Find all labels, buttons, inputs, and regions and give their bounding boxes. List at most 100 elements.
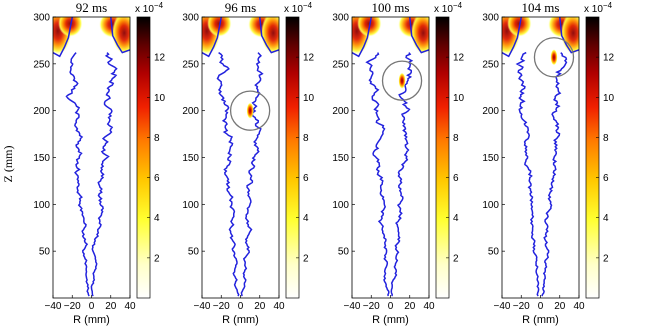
colorbar-tick-label: 4 (154, 213, 160, 224)
plot-area (53, 17, 130, 298)
colorbar-tick-label: 4 (603, 213, 609, 224)
panel-2: 96 ms −40 −20 0 20 40 R (mm) 50 100 150 200 250 300 2… (182, 0, 314, 326)
intensity-region (112, 17, 130, 54)
x-tick-label: 40 (423, 301, 435, 312)
y-tick-label: 100 (332, 200, 349, 211)
x-tick-label: −40 (494, 301, 511, 312)
flame-front-left (216, 51, 240, 297)
x-tick-label: −40 (194, 301, 211, 312)
intensity-region (261, 17, 279, 54)
y-tick-label: 50 (188, 247, 200, 258)
plot-area (502, 17, 579, 298)
y-tick-label: 300 (182, 13, 199, 24)
colorbar-tick-label: 10 (603, 93, 615, 104)
y-tick-label: 200 (332, 106, 349, 117)
y-tick-label: 200 (182, 106, 199, 117)
x-axis-label: R (mm) (222, 314, 259, 326)
x-tick-label: −20 (513, 301, 530, 312)
flame-front-right (541, 52, 568, 297)
colorbar-tick-label: 2 (154, 253, 160, 264)
x-tick-label: 20 (254, 301, 266, 312)
x-tick-label: −40 (45, 301, 62, 312)
colorbar-tick-label: 12 (453, 53, 465, 64)
panel-title: 100 ms (372, 0, 410, 15)
y-tick-label: 300 (33, 13, 50, 24)
colorbar (136, 16, 151, 299)
hot-region-edge (53, 17, 74, 58)
flame-front-left (365, 52, 390, 297)
y-tick-label: 150 (33, 153, 50, 164)
x-tick-label: 40 (273, 301, 285, 312)
x-tick-label: −40 (344, 301, 361, 312)
colorbar-exponent: x 10−4 (434, 1, 463, 15)
hot-region-edge (259, 17, 279, 54)
y-tick-label: 200 (33, 106, 50, 117)
colorbar-tick-label: 8 (303, 133, 309, 144)
colorbar-tick-label: 4 (453, 213, 459, 224)
panel-title: 96 ms (225, 0, 256, 15)
colorbar-tick-label: 8 (154, 133, 160, 144)
x-axis-label: R (mm) (73, 314, 110, 326)
hot-region-edge (502, 17, 523, 58)
colorbar-tick-label: 2 (453, 253, 459, 264)
colorbar (285, 16, 300, 299)
hot-region-edge (409, 17, 429, 54)
intensity-region (561, 17, 579, 54)
colorbar-tick-label: 8 (603, 133, 609, 144)
x-tick-label: 0 (388, 301, 394, 312)
colorbar-tick-label: 6 (303, 173, 309, 184)
y-tick-label: 50 (39, 247, 51, 258)
panel-title: 104 ms (522, 0, 560, 15)
colorbar (435, 16, 450, 299)
y-tick-label: 100 (182, 200, 199, 211)
colorbar-tick-label: 6 (453, 173, 459, 184)
plot-area (352, 17, 429, 298)
colorbar-tick-label: 10 (453, 93, 465, 104)
flame-front-right (390, 52, 414, 297)
y-tick-label: 150 (482, 153, 499, 164)
flame-front-left (65, 52, 90, 297)
x-tick-label: 40 (573, 301, 585, 312)
colorbar-tick-label: 6 (154, 173, 160, 184)
x-tick-label: −20 (213, 301, 230, 312)
colorbar-tick-label: 12 (603, 53, 615, 64)
x-tick-label: 20 (404, 301, 416, 312)
colorbar-tick-label: 12 (303, 53, 315, 64)
colorbar-tick-label: 10 (154, 93, 166, 104)
hot-region-edge (202, 17, 223, 58)
highlight-circle (381, 60, 423, 101)
colorbar-tick-label: 10 (303, 93, 315, 104)
y-tick-label: 200 (482, 106, 499, 117)
hot-region-edge (352, 17, 373, 58)
x-axis-label: R (mm) (522, 314, 559, 326)
flame-front-left (515, 51, 540, 297)
colorbar-exponent: x 10−4 (284, 1, 313, 15)
y-tick-label: 250 (33, 59, 50, 70)
highlight-circle (229, 90, 271, 131)
x-axis-label: R (mm) (372, 314, 409, 326)
colorbar-tick-label: 8 (453, 133, 459, 144)
colorbar-tick-label: 12 (154, 53, 166, 64)
intensity-region (411, 17, 429, 54)
colorbar (585, 16, 600, 299)
y-tick-label: 150 (332, 153, 349, 164)
x-tick-label: 20 (554, 301, 566, 312)
y-tick-label: 250 (482, 59, 499, 70)
plot-area (202, 17, 279, 298)
panel-title: 92 ms (76, 0, 107, 15)
y-tick-label: 300 (482, 13, 499, 24)
colorbar-tick-label: 2 (303, 253, 309, 264)
hotspot (398, 72, 406, 89)
hot-region-edge (559, 17, 579, 54)
y-tick-label: 100 (482, 200, 499, 211)
x-tick-label: −20 (363, 301, 380, 312)
x-tick-label: 0 (538, 301, 544, 312)
y-tick-label: 50 (338, 247, 350, 258)
y-tick-label: 100 (33, 200, 50, 211)
flame-front-right (90, 52, 118, 297)
hotspot (550, 49, 558, 66)
y-tick-label: 250 (332, 59, 349, 70)
x-tick-label: −20 (64, 301, 81, 312)
x-tick-label: 40 (124, 301, 136, 312)
